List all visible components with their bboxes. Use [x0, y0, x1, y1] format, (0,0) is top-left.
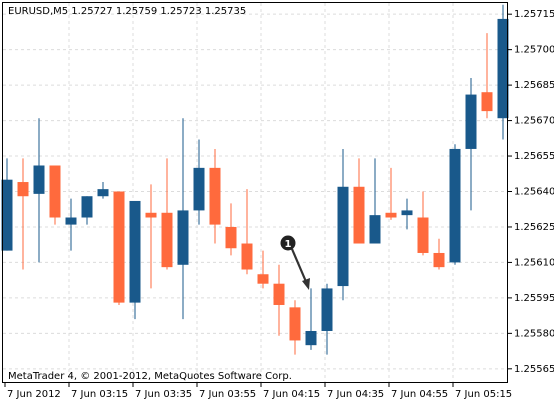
candle-body — [225, 226, 237, 249]
y-tick-label: 1.25610 — [514, 257, 554, 268]
candle-body — [129, 200, 141, 303]
y-tick-label: 1.25655 — [514, 151, 554, 162]
candle-body — [113, 191, 125, 303]
candle-body — [1, 179, 13, 251]
candle-body — [401, 210, 413, 216]
x-tick-label: 7 Jun 2012 — [7, 389, 61, 400]
candle-body — [433, 252, 445, 268]
candle-body — [49, 165, 61, 218]
y-tick-label: 1.25700 — [514, 45, 554, 56]
candle-body — [449, 148, 461, 263]
candle-body — [17, 182, 29, 197]
annotation-arrow — [290, 248, 309, 285]
candle-body — [273, 283, 285, 305]
candles — [1, 4, 509, 355]
y-tick-label: 1.25625 — [514, 222, 554, 233]
y-tick-label: 1.25715 — [514, 9, 554, 20]
footer: MetaTrader 4, © 2001-2012, MetaQuotes So… — [8, 371, 292, 382]
candle-body — [465, 94, 477, 149]
candle-body — [81, 196, 93, 218]
x-tick-label: 7 Jun 03:55 — [199, 389, 256, 400]
candle-body — [193, 167, 205, 211]
candle-body — [385, 212, 397, 218]
x-tick-label: 7 Jun 03:35 — [135, 389, 192, 400]
candle-body — [33, 165, 45, 194]
candle-body — [497, 18, 509, 119]
candle-body — [369, 215, 381, 244]
y-tick-label: 1.25685 — [514, 80, 554, 91]
y-tick-label: 1.25640 — [514, 187, 554, 198]
annotation-circle — [280, 235, 296, 251]
candle-body — [417, 217, 429, 253]
candle-body — [481, 92, 493, 112]
candle-body — [177, 210, 189, 265]
candle-body — [209, 167, 221, 225]
candle-body — [145, 212, 157, 218]
x-tick-label: 7 Jun 03:15 — [71, 389, 128, 400]
x-tick-label: 7 Jun 04:55 — [391, 389, 448, 400]
chart-title: EURUSD,M5 1.25727 1.25759 1.25723 1.2573… — [8, 6, 246, 17]
annotation-label: 1 — [285, 239, 292, 250]
plot-frame — [2, 2, 508, 383]
candle-body — [321, 288, 333, 331]
candle-body — [305, 330, 317, 346]
candle-body — [65, 217, 77, 225]
candle-body — [161, 212, 173, 268]
x-tick-label: 7 Jun 05:15 — [455, 389, 512, 400]
y-tick-label: 1.25670 — [514, 116, 554, 127]
grid — [3, 3, 508, 383]
annotation-arrowhead — [302, 278, 310, 290]
candle-body — [353, 186, 365, 244]
x-tick-label: 7 Jun 04:35 — [327, 389, 384, 400]
candle-body — [241, 243, 253, 270]
candle-body — [289, 307, 301, 341]
annotation: 1 — [280, 235, 310, 290]
x-tick-label: 7 Jun 04:15 — [263, 389, 320, 400]
y-tick-label: 1.25565 — [514, 364, 554, 375]
y-tick-label: 1.25580 — [514, 328, 554, 339]
y-tick-label: 1.25595 — [514, 293, 554, 304]
candle-body — [337, 186, 349, 287]
candle-body — [257, 274, 269, 284]
candle-body — [97, 189, 109, 197]
